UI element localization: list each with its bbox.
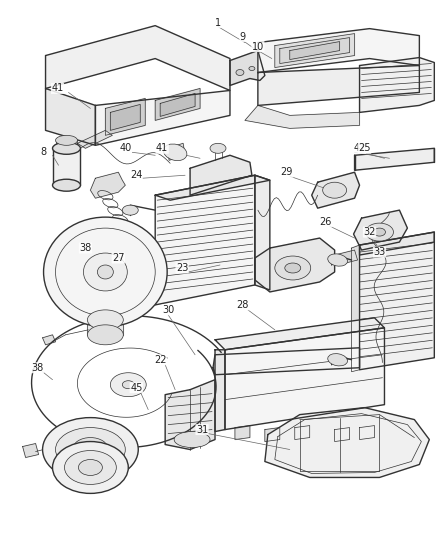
Text: 32: 32 (364, 227, 376, 237)
Text: 38: 38 (32, 363, 44, 373)
Polygon shape (106, 99, 145, 135)
Ellipse shape (210, 143, 226, 154)
Text: 10: 10 (252, 42, 264, 52)
Polygon shape (46, 26, 230, 91)
Polygon shape (42, 335, 56, 345)
Polygon shape (258, 66, 419, 106)
Ellipse shape (53, 179, 81, 191)
Ellipse shape (110, 373, 146, 397)
Ellipse shape (88, 310, 124, 330)
Ellipse shape (83, 253, 127, 291)
Polygon shape (255, 175, 270, 290)
Text: 24: 24 (130, 170, 142, 180)
Ellipse shape (366, 223, 393, 241)
Polygon shape (335, 250, 357, 265)
Ellipse shape (56, 135, 78, 146)
Polygon shape (155, 88, 200, 120)
Polygon shape (110, 104, 140, 131)
Polygon shape (255, 238, 335, 292)
Ellipse shape (53, 441, 128, 494)
Polygon shape (353, 210, 407, 250)
Polygon shape (78, 131, 112, 148)
Polygon shape (88, 320, 124, 335)
Ellipse shape (275, 256, 311, 280)
Polygon shape (215, 318, 385, 350)
Polygon shape (56, 140, 78, 150)
Ellipse shape (53, 142, 81, 154)
Ellipse shape (122, 245, 138, 255)
Polygon shape (280, 38, 350, 63)
Polygon shape (335, 427, 350, 441)
Polygon shape (352, 245, 360, 372)
Polygon shape (360, 425, 374, 440)
Polygon shape (265, 427, 280, 441)
Text: 23: 23 (176, 263, 188, 273)
Polygon shape (167, 143, 185, 160)
Polygon shape (213, 348, 360, 375)
Polygon shape (53, 148, 81, 185)
Text: 26: 26 (319, 217, 332, 227)
Text: 45: 45 (130, 383, 142, 393)
Text: 41: 41 (156, 143, 168, 154)
Ellipse shape (328, 254, 347, 266)
Polygon shape (23, 443, 39, 457)
Polygon shape (312, 172, 360, 208)
Text: 27: 27 (112, 253, 124, 263)
Polygon shape (160, 93, 195, 116)
Ellipse shape (285, 263, 301, 273)
Ellipse shape (56, 427, 125, 472)
Ellipse shape (122, 205, 138, 215)
Ellipse shape (78, 459, 102, 475)
Polygon shape (90, 172, 125, 198)
Ellipse shape (97, 265, 113, 279)
Ellipse shape (72, 438, 108, 462)
Text: 29: 29 (281, 167, 293, 177)
Text: 9: 9 (240, 31, 246, 42)
Ellipse shape (328, 353, 347, 366)
Text: 28: 28 (237, 300, 249, 310)
Polygon shape (360, 232, 434, 255)
Polygon shape (46, 88, 95, 146)
Text: 30: 30 (162, 305, 174, 315)
Polygon shape (190, 155, 252, 195)
Ellipse shape (236, 69, 244, 76)
Polygon shape (275, 34, 355, 68)
Polygon shape (290, 42, 339, 60)
Ellipse shape (64, 450, 117, 484)
Polygon shape (360, 232, 434, 370)
Text: 31: 31 (196, 425, 208, 434)
Text: 25: 25 (358, 143, 371, 154)
Ellipse shape (88, 325, 124, 345)
Ellipse shape (122, 381, 134, 389)
Ellipse shape (43, 217, 167, 327)
Ellipse shape (163, 144, 187, 160)
Text: 1: 1 (215, 18, 221, 28)
Ellipse shape (249, 67, 255, 70)
Polygon shape (235, 425, 250, 440)
Text: 8: 8 (40, 147, 46, 157)
Polygon shape (245, 106, 360, 128)
Polygon shape (265, 408, 429, 478)
Polygon shape (215, 350, 225, 432)
Polygon shape (355, 148, 434, 170)
Text: 41: 41 (51, 84, 64, 93)
Text: 41: 41 (353, 143, 366, 154)
Polygon shape (258, 29, 419, 72)
Polygon shape (155, 175, 270, 200)
Text: 33: 33 (373, 247, 385, 257)
Polygon shape (295, 425, 310, 440)
Polygon shape (95, 91, 230, 146)
Text: 40: 40 (119, 143, 131, 154)
Polygon shape (360, 58, 434, 112)
Polygon shape (230, 51, 265, 85)
Text: 38: 38 (79, 243, 92, 253)
Polygon shape (225, 328, 385, 430)
Ellipse shape (323, 182, 346, 198)
Polygon shape (165, 379, 215, 449)
Ellipse shape (174, 432, 210, 448)
Polygon shape (155, 175, 255, 305)
Ellipse shape (42, 417, 138, 481)
Text: 22: 22 (154, 355, 166, 365)
Ellipse shape (374, 228, 385, 236)
